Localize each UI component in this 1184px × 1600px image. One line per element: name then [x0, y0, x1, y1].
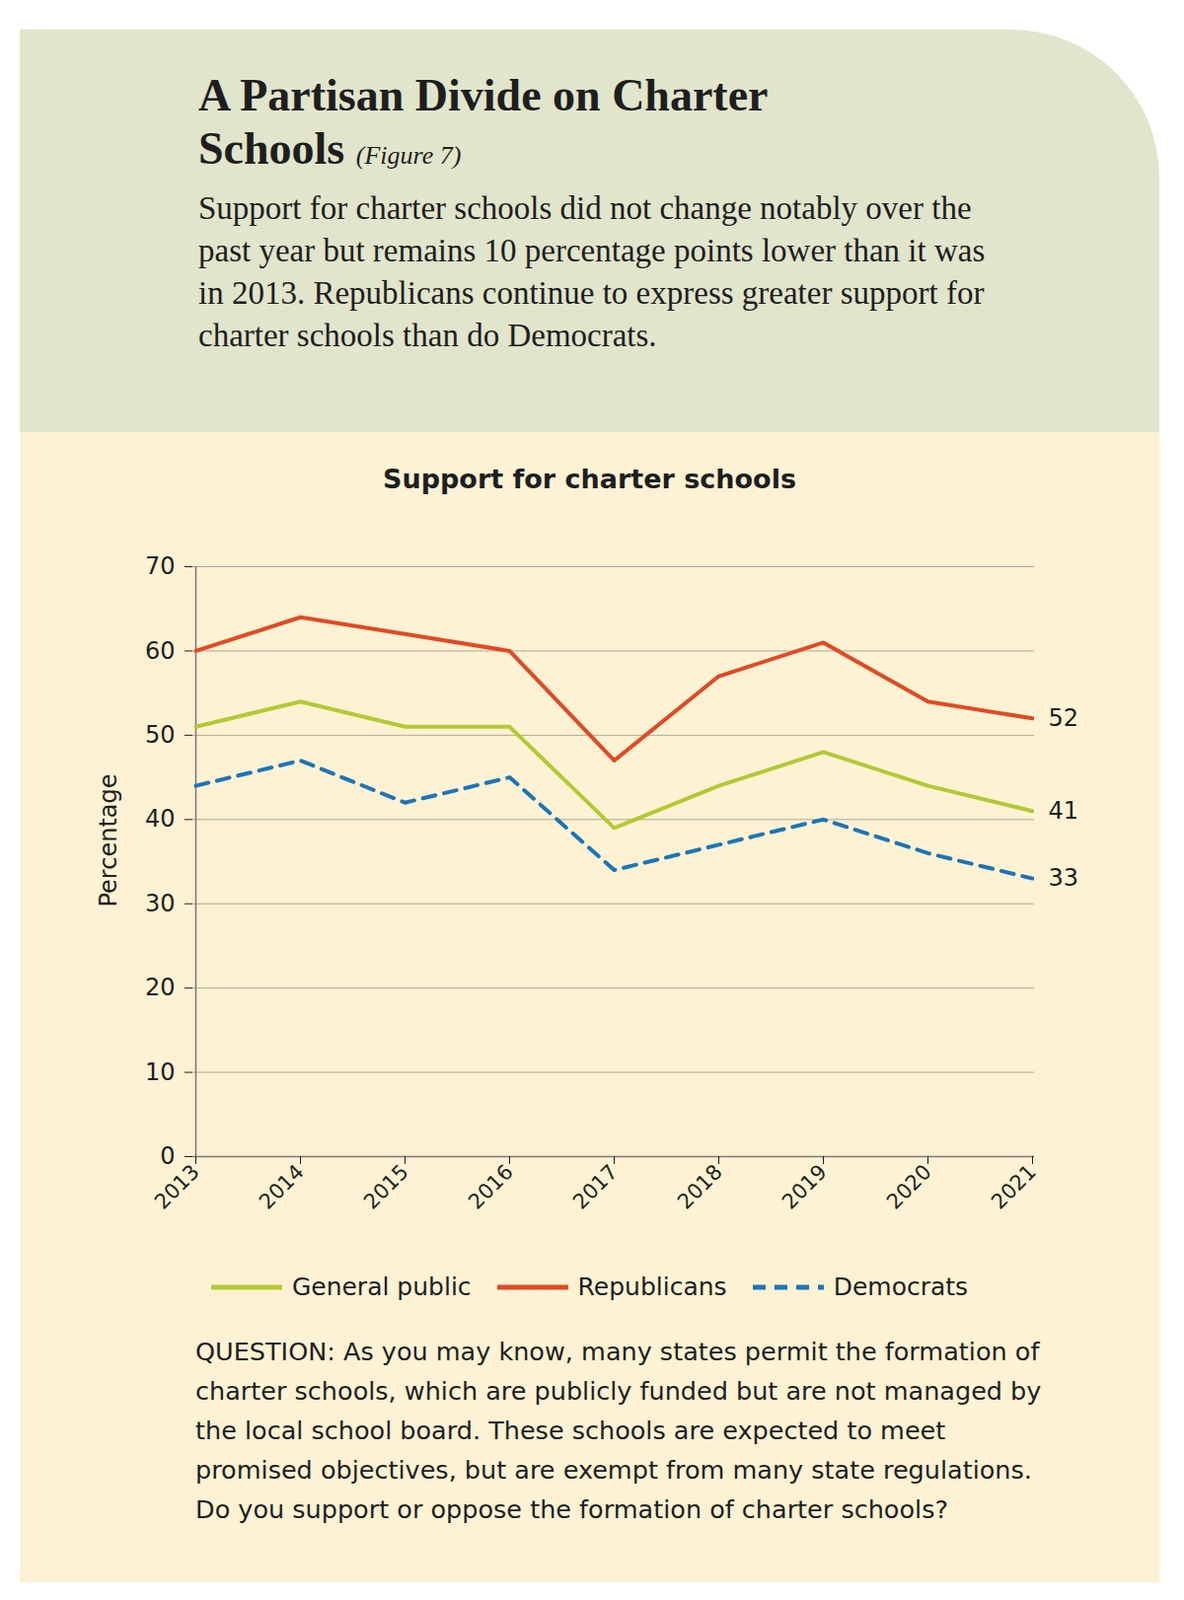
svg-text:2016: 2016	[463, 1160, 518, 1215]
svg-text:2017: 2017	[568, 1160, 623, 1215]
svg-text:41: 41	[1048, 797, 1080, 825]
svg-text:50: 50	[145, 721, 176, 749]
svg-text:10: 10	[145, 1058, 176, 1087]
svg-text:52: 52	[1048, 704, 1080, 733]
svg-text:60: 60	[145, 637, 176, 666]
html-text:Republicans: Republicans	[577, 1272, 727, 1302]
svg-text:33: 33	[1048, 864, 1080, 892]
html-text:General public: General public	[291, 1272, 472, 1302]
svg-text:0: 0	[159, 1142, 175, 1171]
svg-text:2018: 2018	[672, 1160, 728, 1215]
html-text:Support for charter schools: Support for charter schools	[382, 463, 797, 495]
svg-text:30: 30	[145, 889, 176, 918]
svg-text:40: 40	[145, 805, 176, 833]
svg-text:2021: 2021	[986, 1160, 1041, 1215]
html-text:Support for charter schools di: Support for charter schools did not chan…	[198, 190, 985, 354]
svg-text:70: 70	[145, 552, 176, 581]
svg-text:2014: 2014	[254, 1160, 309, 1215]
svg-text:2015: 2015	[359, 1160, 414, 1215]
html-text:Percentage: Percentage	[94, 774, 123, 908]
html-text:A Partisan Divide on Charter S: A Partisan Divide on Charter Schools(Fig…	[198, 70, 768, 174]
html-text:QUESTION: As you may know, man: QUESTION: As you may know, many states p…	[195, 1336, 1042, 1525]
html-text:Democrats: Democrats	[833, 1272, 969, 1302]
svg-text:2013: 2013	[149, 1160, 205, 1215]
svg-text:2020: 2020	[882, 1160, 937, 1215]
svg-text:20: 20	[145, 973, 176, 1002]
svg-text:2019: 2019	[777, 1160, 832, 1215]
